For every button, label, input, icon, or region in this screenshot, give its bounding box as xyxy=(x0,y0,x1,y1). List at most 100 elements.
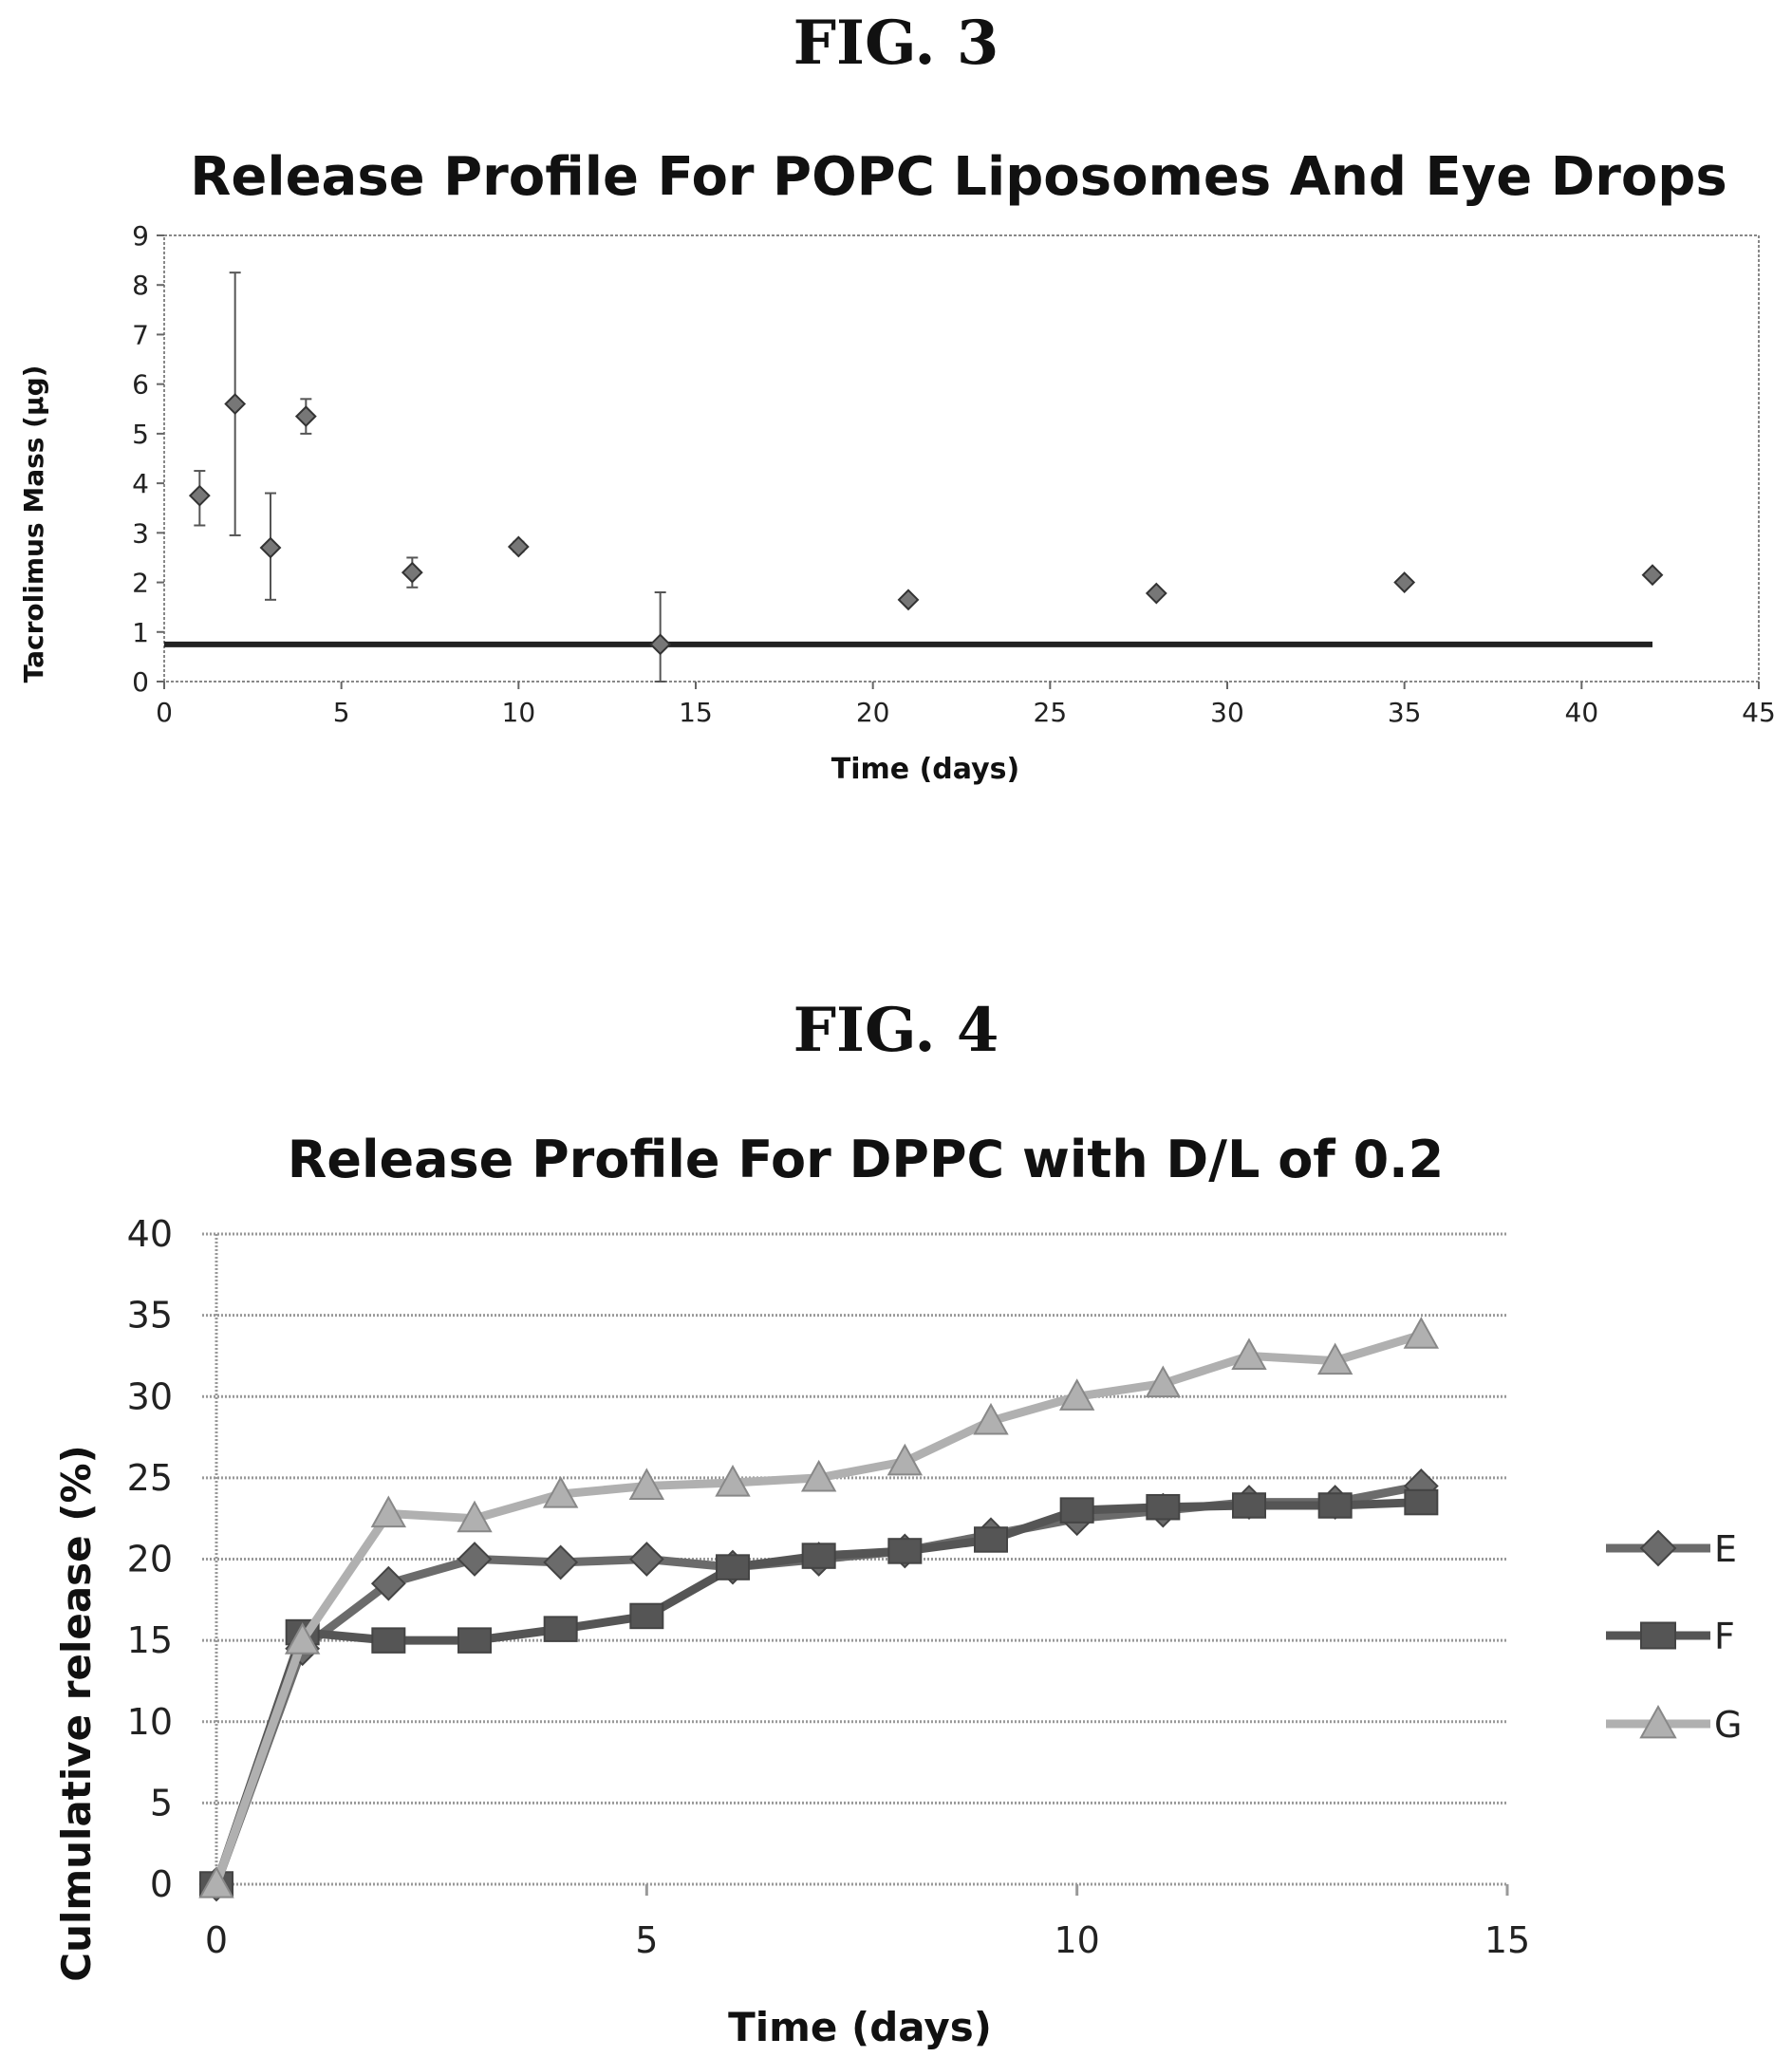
triangle-marker xyxy=(1403,1317,1440,1349)
y-tick-label: 3 xyxy=(132,517,149,549)
y-tick-label: 25 xyxy=(127,1457,173,1499)
data-point xyxy=(1232,1492,1266,1519)
data-point xyxy=(284,1622,321,1655)
triangle-marker xyxy=(1231,1337,1267,1371)
data-point xyxy=(800,1459,837,1492)
data-point xyxy=(188,470,211,527)
data-point xyxy=(973,1402,1009,1435)
chart-dppc-release: Release Profile For DPPC with D/L of 0.2… xyxy=(53,1130,1742,2050)
y-tick-label: 10 xyxy=(127,1701,173,1743)
data-point xyxy=(628,1468,665,1501)
square-marker xyxy=(716,1554,750,1580)
x-tick-label: 45 xyxy=(1742,697,1776,728)
data-point xyxy=(716,1554,750,1580)
data-point xyxy=(507,535,530,558)
diamond-marker xyxy=(649,633,672,656)
data-point xyxy=(649,591,672,683)
triangle-marker xyxy=(542,1475,579,1508)
x-tick-label: 5 xyxy=(635,1919,658,1961)
data-point xyxy=(457,1500,493,1533)
chart-title: Release Profile For POPC Liposomes And E… xyxy=(190,146,1727,208)
x-tick-label: 35 xyxy=(1388,697,1422,728)
plot-border xyxy=(163,234,1760,683)
data-point xyxy=(457,1627,492,1654)
data-point xyxy=(259,492,282,601)
square-marker xyxy=(1146,1493,1181,1521)
square-marker xyxy=(887,1538,923,1564)
triangle-marker xyxy=(973,1402,1009,1435)
diamond-marker xyxy=(224,393,247,415)
square-marker xyxy=(1232,1492,1266,1519)
data-point xyxy=(294,398,317,435)
diamond-marker xyxy=(259,536,282,559)
legend-label: E xyxy=(1714,1528,1737,1570)
data-point xyxy=(198,1865,234,1898)
data-point xyxy=(1393,571,1416,593)
diamond-marker xyxy=(1145,582,1167,605)
y-tick-label: 8 xyxy=(132,270,149,301)
data-point xyxy=(887,1443,924,1476)
data-point xyxy=(371,1627,406,1654)
legend-label: G xyxy=(1714,1704,1742,1746)
diamond-marker xyxy=(897,589,920,611)
y-axis-label: Tacrolimus Mass (µg) xyxy=(18,365,49,683)
series-group xyxy=(198,1317,1440,1902)
x-tick-label: 10 xyxy=(1054,1919,1099,1961)
x-tick-label: 30 xyxy=(1210,697,1244,728)
series-G xyxy=(198,1317,1440,1898)
data-point xyxy=(457,1542,493,1577)
chart-popc-release: Release Profile For POPC Liposomes And E… xyxy=(18,146,1776,786)
x-tick-label: 0 xyxy=(156,697,173,728)
y-tick-label: 30 xyxy=(127,1375,173,1417)
legend-item-G: G xyxy=(1606,1704,1742,1746)
y-tick-label: 6 xyxy=(132,369,149,401)
fig3-label: FIG. 3 xyxy=(793,8,999,79)
square-marker xyxy=(801,1543,836,1569)
square-marker xyxy=(1317,1492,1353,1519)
series-E xyxy=(198,1468,1439,1902)
data-point xyxy=(1316,1342,1353,1375)
data-point xyxy=(629,1602,664,1630)
y-tick-label: 4 xyxy=(132,468,149,499)
data-point xyxy=(1058,1378,1095,1411)
square-marker xyxy=(371,1627,406,1654)
x-tick-label: 0 xyxy=(205,1919,228,1961)
diamond-marker xyxy=(188,484,211,507)
data-point xyxy=(542,1475,579,1508)
x-tick-label: 10 xyxy=(502,697,536,728)
y-tick-label: 5 xyxy=(150,1782,173,1823)
square-marker xyxy=(543,1616,578,1642)
y-axis-ticks: 0 1 2 3 4 5 6 7 8 9 xyxy=(132,220,164,698)
x-axis-label: Time (days) xyxy=(831,753,1019,786)
plot-area xyxy=(163,234,1760,683)
triangle-marker xyxy=(628,1468,665,1501)
x-tick-label: 40 xyxy=(1565,697,1599,728)
data-point xyxy=(370,1565,406,1601)
y-tick-label: 7 xyxy=(132,319,149,350)
triangle-marker xyxy=(1639,1704,1677,1739)
data-point xyxy=(974,1526,1008,1553)
data-point xyxy=(1145,1365,1182,1398)
x-tick-label: 25 xyxy=(1034,697,1068,728)
square-marker xyxy=(1059,1497,1094,1524)
data-point xyxy=(370,1495,407,1528)
series-F xyxy=(199,1488,1439,1898)
grid-lines xyxy=(202,1232,1507,1894)
y-tick-label: 2 xyxy=(132,568,149,599)
y-axis-label: Culmulative release (%) xyxy=(53,1445,100,1981)
data-point xyxy=(1641,564,1664,587)
data-point xyxy=(715,1464,751,1497)
legend-item-F: F xyxy=(1606,1616,1735,1657)
data-points xyxy=(188,271,1664,683)
triangle-marker xyxy=(198,1865,234,1898)
diamond-marker xyxy=(370,1565,406,1601)
y-tick-label: 20 xyxy=(127,1539,173,1580)
legend-label: F xyxy=(1714,1616,1735,1657)
y-tick-label: 0 xyxy=(150,1863,173,1905)
triangle-marker xyxy=(284,1622,321,1655)
triangle-marker xyxy=(370,1495,407,1528)
data-point xyxy=(224,271,247,536)
data-point xyxy=(1231,1337,1267,1371)
x-axis-label: Time (days) xyxy=(728,2004,992,2050)
data-point xyxy=(1317,1492,1353,1519)
